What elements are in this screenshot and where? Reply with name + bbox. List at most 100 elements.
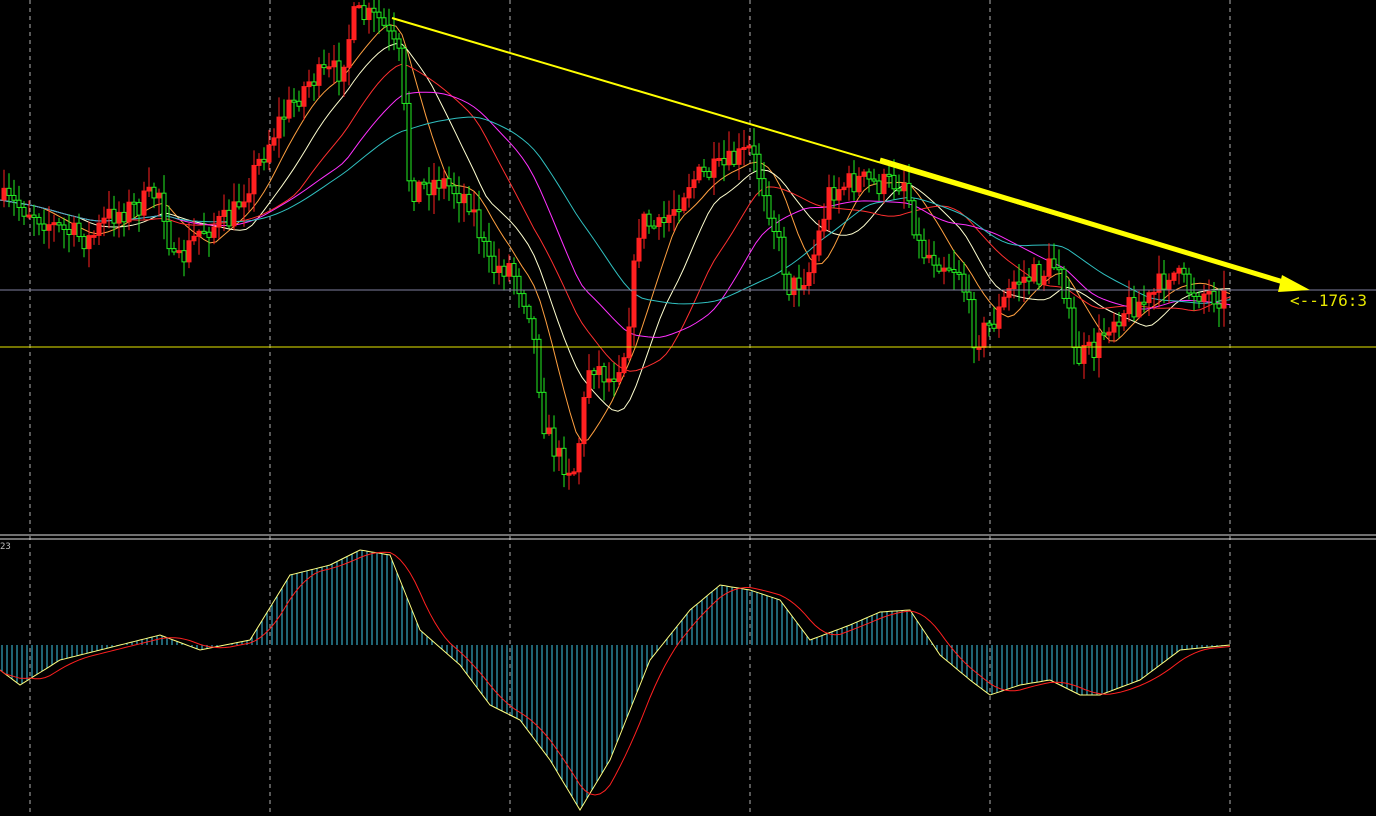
candle	[1036, 260, 1042, 291]
candle-body	[1221, 289, 1227, 309]
candle	[91, 230, 97, 245]
candle-body	[1051, 258, 1057, 269]
candle	[1201, 284, 1207, 314]
candle-body	[626, 326, 632, 359]
candle	[566, 458, 572, 490]
candle	[921, 228, 927, 265]
candle	[726, 131, 732, 171]
candle	[141, 181, 147, 220]
candle-body	[921, 239, 927, 259]
candle	[776, 214, 782, 252]
candle-body	[1156, 273, 1162, 293]
candle	[486, 222, 492, 273]
moving-average-line	[0, 43, 1231, 412]
candle	[11, 179, 17, 216]
candle-body	[1211, 290, 1217, 305]
candle	[306, 69, 312, 98]
candle	[1181, 262, 1187, 283]
price-label: <--176:3	[1290, 291, 1367, 310]
candle-body	[726, 150, 732, 166]
candle	[1091, 328, 1097, 371]
candle	[96, 214, 102, 246]
candle	[1051, 243, 1057, 270]
candle-body	[366, 7, 372, 21]
candle-body	[606, 378, 612, 383]
candle	[411, 177, 417, 211]
candle	[111, 195, 117, 237]
candle-body	[641, 213, 647, 239]
candle-body	[31, 214, 37, 218]
candle-body	[481, 237, 487, 242]
candle	[1186, 267, 1192, 300]
candle-body	[536, 338, 542, 393]
candle-body	[736, 148, 742, 165]
candle-body	[546, 427, 552, 435]
candle	[741, 130, 747, 166]
candle	[981, 316, 987, 358]
candle-body	[71, 222, 77, 235]
candle-body	[401, 47, 407, 104]
candle	[916, 217, 922, 259]
candle	[761, 161, 767, 212]
candle-body	[1016, 281, 1022, 285]
candle	[511, 257, 517, 295]
candle	[1021, 260, 1027, 303]
candle	[71, 216, 77, 247]
candle-body	[581, 397, 587, 445]
candle-body	[381, 17, 387, 26]
candle	[911, 198, 917, 239]
candle-body	[1061, 268, 1067, 299]
candle-body	[331, 60, 337, 68]
candle	[181, 239, 187, 277]
candle-body	[796, 277, 802, 290]
candle	[191, 218, 197, 245]
candle-body	[111, 208, 117, 224]
candle	[1161, 259, 1167, 304]
candle-body	[556, 447, 562, 457]
candle	[601, 362, 607, 401]
candle	[156, 188, 162, 217]
candle-body	[26, 214, 32, 218]
candle	[826, 174, 832, 232]
candle	[1006, 278, 1012, 311]
candle	[356, 2, 362, 9]
candle-body	[646, 213, 652, 227]
candle	[1196, 291, 1202, 309]
candle	[801, 268, 807, 295]
candle-body	[711, 158, 717, 178]
candle-body	[846, 173, 852, 188]
candle-body	[256, 158, 262, 166]
candle-body	[1001, 296, 1007, 308]
candle	[671, 190, 677, 232]
candle	[796, 264, 802, 307]
candle-body	[766, 195, 772, 219]
candle	[626, 307, 632, 361]
candle-body	[41, 223, 47, 231]
candle	[701, 158, 707, 178]
candle-body	[286, 99, 292, 119]
candle-body	[461, 193, 467, 204]
candle-body	[176, 250, 182, 254]
candle-body	[281, 116, 287, 120]
candle	[46, 206, 52, 249]
candle-body	[696, 166, 702, 181]
candle-body	[656, 217, 662, 228]
candle	[401, 44, 407, 111]
candle	[506, 254, 512, 282]
candle	[366, 2, 372, 34]
candle-body	[746, 145, 752, 149]
candle	[136, 198, 142, 232]
candle	[371, 0, 377, 33]
candle-body	[836, 189, 842, 201]
candle	[246, 178, 252, 212]
candle-body	[1151, 291, 1157, 295]
candle	[1156, 255, 1162, 308]
candle-body	[611, 378, 617, 383]
candle	[471, 192, 477, 227]
candle	[766, 181, 772, 226]
candle	[206, 226, 212, 257]
candle-body	[1101, 332, 1107, 336]
candle-body	[351, 6, 357, 41]
candle-body	[1171, 272, 1177, 281]
